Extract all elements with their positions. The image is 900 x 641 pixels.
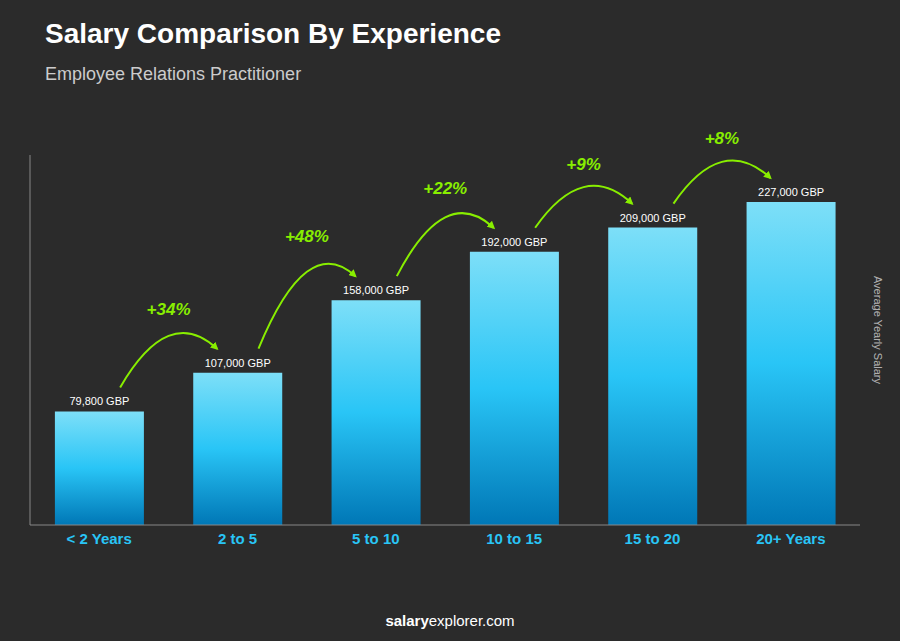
- svg-text:15 to 20: 15 to 20: [625, 530, 681, 547]
- svg-text:+9%: +9%: [566, 155, 601, 174]
- svg-text:< 2 Years: < 2 Years: [67, 530, 132, 547]
- svg-text:209,000 GBP: 209,000 GBP: [620, 212, 686, 224]
- svg-text:5 to 10: 5 to 10: [352, 530, 400, 547]
- html-text:salary explorer.com: salary explorer.com: [385, 612, 515, 629]
- svg-text:79,800 GBP: 79,800 GBP: [69, 395, 129, 407]
- svg-text:227,000 GBP: 227,000 GBP: [758, 186, 824, 198]
- svg-text:10 to 15: 10 to 15: [486, 530, 542, 547]
- svg-text:158,000 GBP: 158,000 GBP: [343, 284, 409, 296]
- svg-text:+34%: +34%: [147, 300, 191, 319]
- svg-text:+48%: +48%: [285, 227, 329, 246]
- svg-text:107,000 GBP: 107,000 GBP: [205, 357, 271, 369]
- svg-text:2 to 5: 2 to 5: [218, 530, 257, 547]
- html-text:Salary Comparison By Experienc: Salary Comparison By Experience: [45, 18, 501, 49]
- svg-text:+8%: +8%: [705, 129, 740, 148]
- html-text:Employee Relations Practitione: Employee Relations Practitioner: [45, 64, 302, 84]
- svg-text:192,000 GBP: 192,000 GBP: [481, 236, 547, 248]
- html-text:Average Yearly Salary: Average Yearly Salary: [872, 276, 884, 384]
- svg-text:+22%: +22%: [423, 179, 467, 198]
- svg-text:20+ Years: 20+ Years: [756, 530, 825, 547]
